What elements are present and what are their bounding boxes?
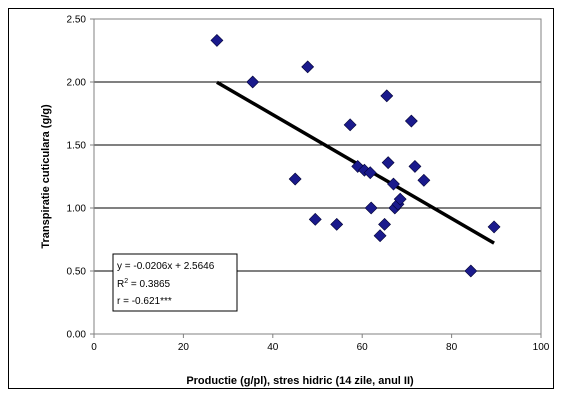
data-point [408, 159, 422, 173]
data-point [404, 114, 418, 128]
x-tick-label: 0 [91, 342, 97, 353]
y-tick-label: 1.50 [67, 141, 87, 152]
data-point [343, 118, 357, 132]
data-point [373, 229, 387, 243]
data-point [246, 75, 260, 89]
data-point [380, 89, 394, 103]
data-point [393, 192, 407, 206]
gridlines [94, 81, 541, 272]
x-tick-label: 80 [446, 342, 458, 353]
y-tick-label: 2.00 [67, 78, 87, 89]
data-point [381, 156, 395, 170]
data-point [210, 33, 224, 47]
data-point [330, 217, 344, 231]
data-point [417, 173, 431, 187]
chart-frame [8, 8, 554, 389]
data-point [464, 264, 478, 278]
data-point [487, 220, 501, 234]
x-tick-label: 60 [357, 342, 369, 353]
x-tick-label: 20 [178, 342, 190, 353]
data-point [301, 60, 315, 74]
regression-annotation: y = -0.0206x + 2.5646 R2 = 0.3865 r = -0… [112, 253, 238, 312]
x-axis-ticks: 0 20 40 60 80 100 [91, 334, 550, 353]
x-tick-label: 100 [533, 342, 550, 353]
y-tick-label: 2.50 [67, 15, 87, 26]
data-point [364, 201, 378, 215]
y-tick-label: 0.50 [67, 267, 87, 278]
data-points [210, 33, 501, 278]
data-point [387, 177, 400, 191]
equation-text: y = -0.0206x + 2.5646 [117, 261, 215, 272]
y-tick-label: 1.00 [67, 204, 87, 215]
x-axis-title: Productie (g/pl), stres hidric (14 zile,… [186, 375, 414, 387]
y-tick-label: 0.00 [67, 330, 87, 341]
r-squared-text: R2 = 0.3865 [117, 278, 171, 290]
data-point [363, 166, 377, 180]
y-axis-ticks: 0.00 0.50 1.00 1.50 2.00 2.50 [67, 15, 94, 341]
data-point [308, 212, 322, 226]
plot-area [93, 18, 542, 335]
data-point [378, 217, 391, 231]
data-point [288, 172, 302, 186]
y-axis-title: Transpiratie cuticulara (g/g) [40, 104, 52, 249]
correlation-text: r = -0.621*** [117, 296, 172, 307]
annotation-box [112, 253, 238, 312]
x-tick-label: 40 [267, 342, 279, 353]
